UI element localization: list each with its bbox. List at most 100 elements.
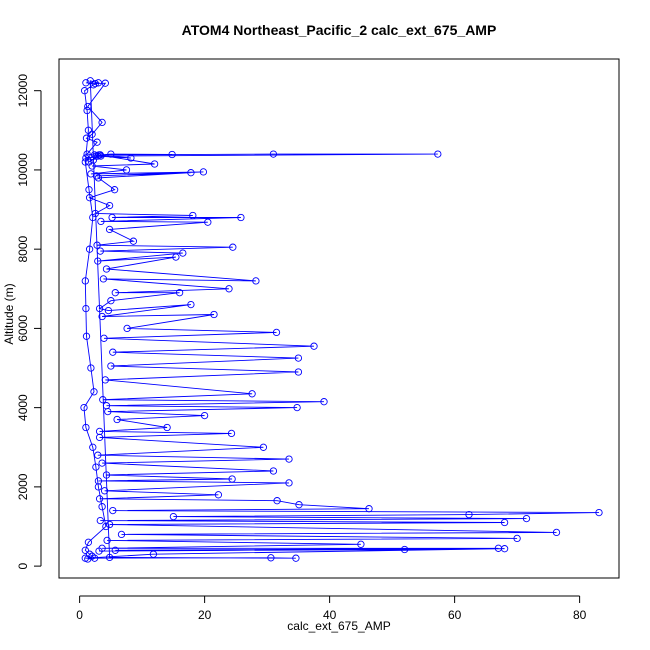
data-point <box>123 324 131 333</box>
data-point <box>90 554 99 562</box>
data-point <box>95 433 104 442</box>
data-point <box>94 79 103 87</box>
x-axis-label: calc_ext_675_AMP <box>287 619 390 633</box>
data-point <box>93 241 101 249</box>
data-point <box>102 471 111 479</box>
data-point <box>98 118 106 127</box>
data-point <box>92 463 100 471</box>
data-point <box>169 512 178 521</box>
data-point <box>229 243 237 251</box>
data-point <box>187 169 195 177</box>
y-tick-label: 12000 <box>16 74 30 108</box>
data-point <box>273 497 281 505</box>
data-point <box>105 520 114 529</box>
data-point <box>179 249 187 257</box>
y-axis-label: Altitude (m) <box>2 283 16 344</box>
data-point <box>104 407 112 416</box>
data-point <box>237 213 245 222</box>
data-point <box>107 362 115 370</box>
data-point <box>269 150 278 158</box>
data-point <box>357 540 365 548</box>
data-point <box>98 459 106 467</box>
data-point <box>204 218 212 226</box>
data-point <box>102 265 111 273</box>
data-point <box>105 225 114 234</box>
data-point <box>199 168 208 176</box>
data-point <box>99 396 107 404</box>
data-point <box>267 554 275 562</box>
data-point <box>104 306 113 315</box>
data-point <box>320 398 328 406</box>
data-point <box>80 403 88 412</box>
data-point <box>101 376 109 384</box>
data-point <box>82 423 90 432</box>
data-point <box>109 348 117 356</box>
data-point <box>84 555 92 563</box>
series-lines <box>83 80 600 560</box>
data-point <box>269 467 278 475</box>
data-point <box>94 174 103 182</box>
data-point <box>90 151 99 159</box>
data-point <box>94 451 102 459</box>
data-point <box>95 304 104 313</box>
data-point <box>248 390 256 398</box>
y-axis: 0 2000 4000 6000 8000 10000 12000 <box>16 74 42 569</box>
data-point <box>252 277 260 285</box>
data-point <box>90 388 98 396</box>
data-point <box>82 134 91 142</box>
data-point <box>110 186 119 194</box>
data-point <box>150 160 159 168</box>
data-point <box>122 166 131 174</box>
x-tick-label: 20 <box>198 608 212 622</box>
data-point <box>101 79 109 87</box>
data-point <box>83 106 91 115</box>
data-point <box>292 554 300 562</box>
data-point <box>168 150 176 159</box>
data-point <box>85 194 94 202</box>
plot-area <box>58 58 620 579</box>
data-point <box>105 553 114 562</box>
data-point <box>89 443 97 451</box>
data-point <box>85 550 94 558</box>
data-point <box>80 87 89 95</box>
data-point <box>434 150 442 158</box>
data-point <box>94 483 103 491</box>
data-point <box>83 150 91 158</box>
data-point <box>107 297 115 305</box>
data-point <box>552 528 561 537</box>
data-point <box>85 245 94 253</box>
series-line <box>83 80 600 560</box>
data-point <box>88 130 96 138</box>
data-point <box>100 487 109 495</box>
data-point <box>103 536 111 545</box>
y-tick-label: 4000 <box>16 394 30 421</box>
y-tick-label: 6000 <box>16 315 30 342</box>
data-point <box>99 275 108 283</box>
data-point <box>81 277 89 285</box>
data-point <box>96 516 104 525</box>
data-point <box>96 247 104 255</box>
data-point <box>95 495 104 503</box>
data-point <box>500 518 509 527</box>
data-point <box>85 186 93 194</box>
data-point <box>149 550 158 558</box>
data-point <box>117 530 126 539</box>
data-point <box>95 151 103 159</box>
data-point <box>92 152 100 160</box>
data-point <box>108 213 116 222</box>
data-point <box>522 514 531 523</box>
y-tick-label: 0 <box>16 562 30 569</box>
x-tick-label: 0 <box>76 608 83 622</box>
data-point <box>98 503 106 511</box>
data-point <box>172 253 180 261</box>
data-point <box>175 289 184 297</box>
data-point <box>129 237 138 245</box>
data-point <box>89 213 97 222</box>
data-point <box>94 257 102 265</box>
data-point <box>595 508 603 517</box>
x-tick-label: 40 <box>323 608 337 622</box>
data-point <box>84 126 93 134</box>
data-point <box>272 328 281 337</box>
data-point <box>163 423 171 432</box>
